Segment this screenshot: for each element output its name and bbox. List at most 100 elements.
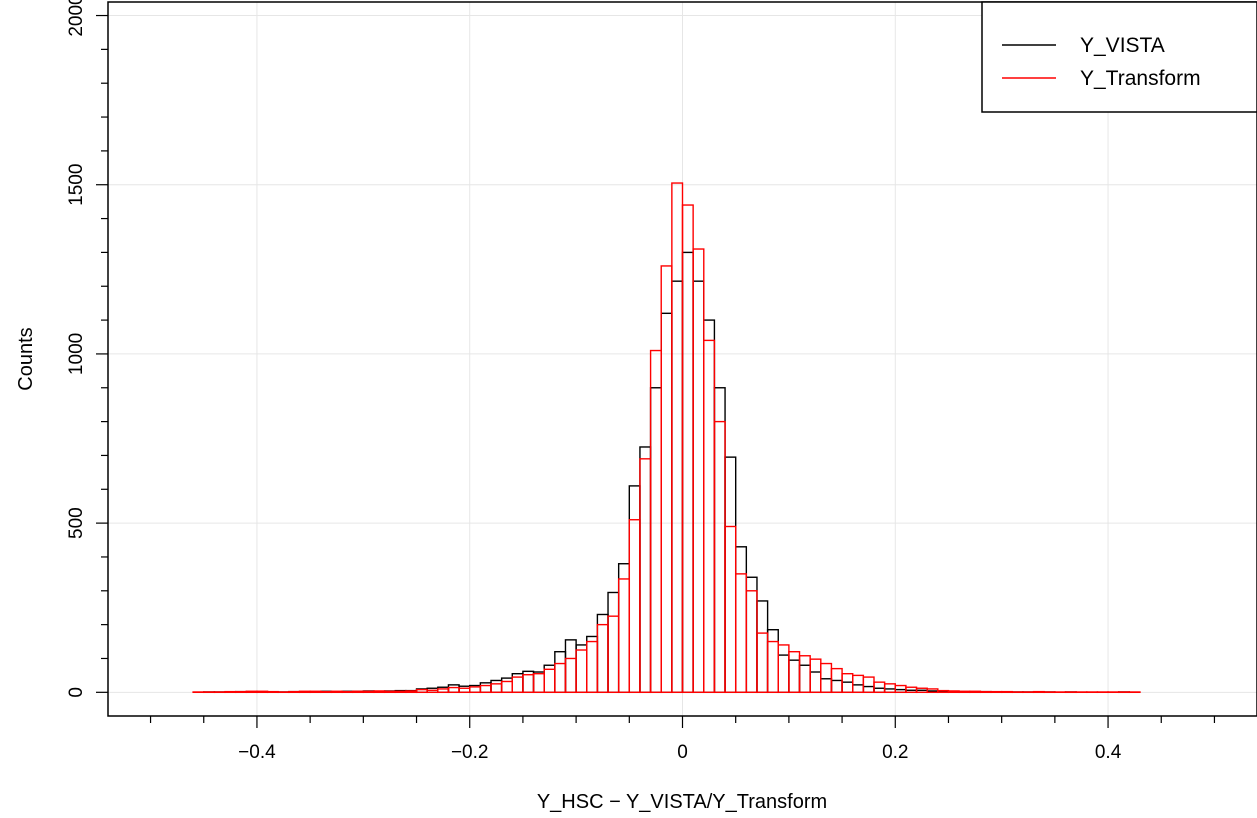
x-tick-label-3: 0.2 (882, 742, 908, 763)
bar-y-transform-59 (724, 525, 737, 694)
bar-y-transform-70 (841, 673, 854, 694)
bar-y-transform-35 (469, 686, 482, 694)
bar-y-vista-47 (596, 613, 609, 694)
bar-y-vista-54 (671, 280, 684, 694)
bar-y-transform-84 (990, 690, 1003, 694)
x-tick-label-1: −0.2 (451, 742, 489, 763)
bar-y-transform-42 (543, 668, 556, 694)
y-tick-label-0: 0 (66, 687, 87, 698)
bar-y-transform-26 (373, 690, 386, 694)
bar-y-transform-43 (554, 662, 567, 694)
bar-y-vista-71 (852, 684, 865, 694)
bar-y-transform-85 (1000, 690, 1014, 694)
bar-y-vista-33 (447, 684, 460, 694)
bar-y-transform-18 (288, 690, 301, 694)
bar-y-vista-69 (830, 679, 843, 694)
bar-y-vista-50 (628, 485, 641, 694)
bar-y-transform-40 (522, 674, 535, 694)
bar-y-transform-82 (969, 690, 982, 694)
bar-y-transform-80 (947, 690, 960, 694)
bar-y-transform-30 (415, 688, 428, 694)
series-y-vista (203, 251, 1131, 694)
bar-y-transform-31 (426, 689, 439, 694)
bar-y-transform-61 (745, 590, 758, 694)
bar-y-transform-39 (511, 676, 524, 694)
bar-y-transform-27 (383, 690, 396, 694)
bar-y-vista-65 (788, 659, 801, 694)
bar-y-vista-68 (820, 678, 833, 694)
bar-y-transform-41 (532, 673, 545, 694)
bar-y-transform-50 (628, 519, 641, 694)
x-tick-label-2: 0 (677, 742, 688, 763)
bar-y-transform-65 (788, 651, 801, 694)
bar-y-vista-44 (564, 639, 577, 694)
y-tick-label-4: 2000 (66, 0, 87, 37)
y-axis: 0 500 1000 1500 2000 (66, 0, 108, 698)
bar-y-transform-67 (809, 658, 822, 694)
bar-y-transform-54 (671, 182, 684, 694)
bar-y-transform-22 (330, 690, 343, 694)
bar-y-vista-38 (500, 677, 513, 694)
bar-y-vista-32 (437, 686, 450, 694)
y-axis-title: Counts (15, 327, 37, 390)
bar-y-transform-48 (607, 615, 620, 694)
bar-y-vista-67 (809, 671, 822, 694)
bar-y-vista-48 (607, 591, 620, 694)
bar-y-transform-45 (575, 649, 588, 694)
bar-y-transform-14 (245, 690, 258, 694)
bar-y-vista-59 (724, 456, 737, 694)
bar-y-transform-83 (979, 690, 992, 694)
bar-y-vista-46 (586, 635, 599, 694)
bar-y-transform-12 (224, 690, 237, 694)
bar-y-vista-62 (756, 600, 769, 694)
bar-y-transform-60 (734, 573, 748, 694)
bar-y-vista-43 (554, 651, 567, 694)
bar-y-transform-57 (703, 339, 716, 694)
bar-y-transform-28 (394, 690, 407, 694)
bar-y-transform-72 (862, 676, 875, 694)
bar-y-transform-62 (756, 632, 769, 694)
bar-y-transform-68 (820, 662, 833, 694)
bar-y-vista-63 (766, 629, 779, 694)
bar-y-vista-72 (862, 685, 875, 694)
bar-y-transform-44 (564, 657, 577, 694)
bar-y-transform-13 (234, 690, 248, 694)
bar-y-transform-63 (766, 640, 779, 694)
bar-y-transform-53 (660, 265, 673, 694)
bar-y-transform-51 (639, 458, 652, 694)
bar-y-transform-20 (309, 690, 322, 694)
y-tick-label-1: 500 (66, 507, 87, 539)
bar-y-vista-51 (639, 446, 652, 694)
bar-y-transform-71 (852, 674, 865, 694)
bar-y-vista-56 (692, 280, 705, 694)
y-tick-label-3: 1500 (66, 164, 87, 206)
legend-label-y-vista: Y_VISTA (1080, 34, 1165, 57)
bar-y-vista-52 (649, 387, 662, 694)
bar-y-transform-49 (617, 578, 631, 694)
bar-y-vista-37 (490, 679, 503, 694)
bar-y-vista-58 (713, 387, 726, 694)
bar-y-transform-88 (1032, 690, 1045, 694)
bar-y-transform-19 (298, 690, 311, 694)
bar-y-transform-37 (490, 683, 503, 694)
bar-y-transform-58 (713, 420, 726, 694)
bar-y-transform-25 (362, 690, 375, 694)
bar-y-vista-64 (777, 654, 790, 694)
bar-y-transform-73 (873, 681, 886, 694)
bar-y-transform-66 (798, 655, 811, 694)
bar-y-transform-29 (405, 690, 418, 694)
bar-y-transform-34 (458, 687, 471, 694)
series-y-transform (192, 182, 1141, 694)
bar-y-transform-21 (320, 690, 333, 694)
bar-y-vista-70 (841, 681, 854, 694)
bar-y-transform-81 (958, 690, 971, 694)
bar-y-vista-49 (617, 563, 631, 694)
x-tick-label-4: 0.4 (1095, 742, 1122, 763)
bar-y-transform-23 (341, 690, 354, 694)
y-tick-label-2: 1000 (66, 333, 87, 375)
bar-y-transform-74 (883, 683, 896, 694)
bar-y-vista-34 (458, 685, 471, 694)
bar-y-vista-55 (681, 251, 694, 694)
x-axis-title: Y_HSC − Y_VISTA/Y_Transform (537, 791, 827, 813)
bar-y-transform-36 (479, 684, 492, 694)
